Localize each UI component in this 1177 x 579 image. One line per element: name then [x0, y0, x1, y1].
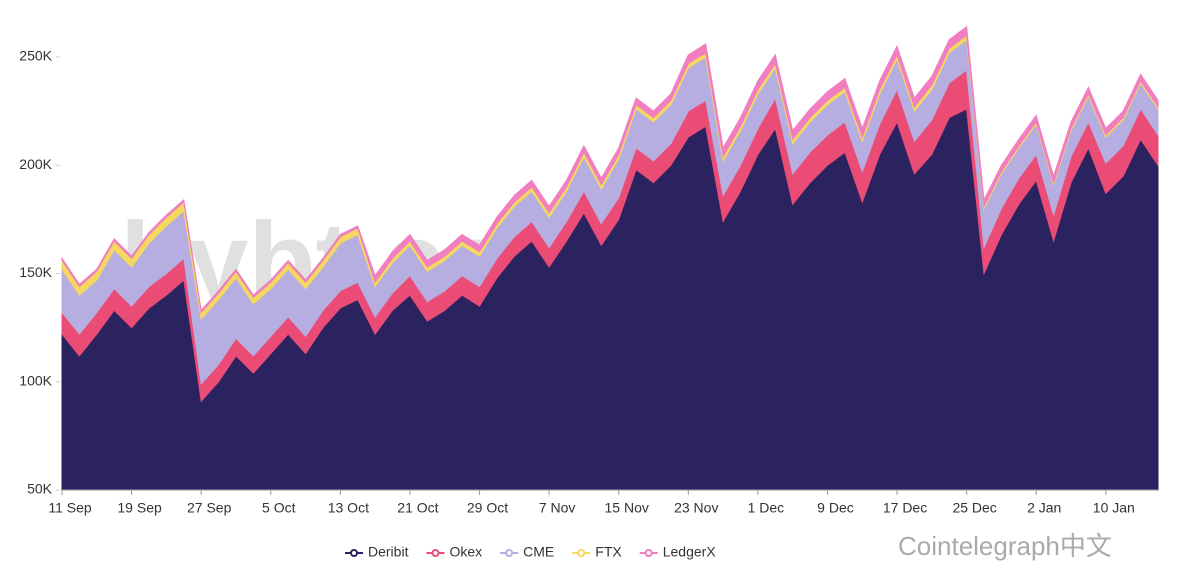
x-tick-label: 29 Oct [467, 500, 508, 516]
legend-dot [577, 549, 586, 557]
legend-dot [350, 549, 358, 557]
x-tick-label: 27 Sep [187, 500, 232, 516]
y-tick-label: 250K [19, 48, 52, 64]
y-tick-label: 150K [19, 264, 52, 280]
y-tick-label: 50K [27, 481, 53, 497]
y-tick-label: 200K [19, 156, 52, 172]
x-tick-label: 15 Nov [605, 500, 649, 516]
x-tick-label: 2 Jan [1027, 500, 1061, 516]
x-tick-label: 17 Dec [883, 500, 927, 516]
x-tick-label: 7 Nov [539, 500, 576, 516]
legend-dot [505, 549, 514, 557]
legend-label: CME [523, 544, 554, 560]
x-tick-label: 19 Sep [117, 500, 162, 516]
x-tick-label: 11 Sep [48, 500, 92, 516]
legend: Deribit Okex CME FTX LedgerX [345, 544, 716, 560]
x-tick-label: 5 Oct [262, 500, 296, 516]
x-tick-label: 9 Dec [817, 500, 854, 516]
x-tick-label: 23 Nov [674, 500, 718, 516]
x-tick-label: 13 Oct [328, 500, 369, 516]
legend-label: Okex [449, 544, 482, 560]
credit: Cointelegraph中文 [898, 531, 1112, 561]
x-tick-label: 21 Oct [397, 500, 438, 516]
y-tick-label: 100K [19, 372, 52, 388]
x-tick-label: 1 Dec [748, 500, 785, 516]
area-4 [61, 25, 1159, 314]
legend-dot [644, 549, 653, 557]
legend-label: LedgerX [663, 544, 717, 560]
legend-dot [431, 549, 440, 557]
x-tick-label: 10 Jan [1093, 500, 1135, 516]
legend-label: FTX [595, 544, 622, 560]
x-tick-label: 25 Dec [952, 500, 996, 516]
legend-label: Deribit [368, 544, 409, 560]
